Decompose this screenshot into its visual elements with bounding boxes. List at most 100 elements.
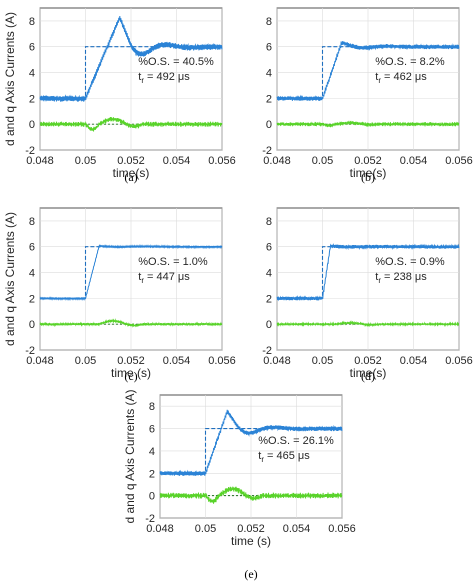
y-tick-label: 4 — [29, 268, 35, 280]
q-axis-current-line — [276, 41, 460, 101]
rise-time-subscript: r — [378, 276, 381, 285]
y-tick-label: 4 — [149, 446, 155, 458]
y-tick-label: 6 — [266, 42, 272, 54]
y-tick-label: 0 — [266, 119, 272, 131]
rise-time-subscript: r — [378, 76, 381, 85]
q-axis-current-line — [39, 244, 223, 302]
x-tick-label: 0.054 — [400, 155, 428, 167]
rise-time-annotation: tr = 238 μs — [375, 271, 427, 285]
x-tick-label: 0.048 — [26, 355, 54, 367]
x-tick-label: 0.054 — [163, 355, 191, 367]
x-tick-label: 0.056 — [208, 355, 236, 367]
rise-time-symbol: t — [258, 450, 261, 462]
rise-time-value: = 462 μs — [384, 71, 427, 83]
x-tick-label: 0.054 — [400, 355, 428, 367]
x-tick-label: 0.05 — [75, 155, 96, 167]
y-tick-label: 8 — [29, 216, 35, 228]
d-axis-current-line — [276, 120, 460, 128]
overshoot-annotation: %O.S. = 0.9% — [375, 256, 445, 268]
q-axis-current-line — [39, 15, 223, 102]
subplot-b: 0.048 0.05 0.052 0.054 0.056 -2 0 2 4 6 8 %O.S. = 8… — [262, 7, 473, 184]
x-axis-label: time (s) — [111, 366, 151, 380]
x-tick-label: 0.056 — [208, 155, 236, 167]
x-tick-label: 0.056 — [328, 523, 356, 535]
d-axis-current-line — [39, 318, 223, 328]
y-tick-label: 6 — [266, 242, 272, 254]
x-tick-label: 0.048 — [263, 355, 291, 367]
y-tick-label: 4 — [29, 68, 35, 80]
y-tick-label: 0 — [266, 319, 272, 331]
subplot-caption: (e) — [244, 567, 257, 581]
subplot-a: 0.048 0.05 0.052 0.054 0.056 -2 0 2 4 6 8 %O.S. = 4… — [3, 7, 236, 184]
overshoot-annotation: %O.S. = 1.0% — [138, 256, 208, 268]
rise-time-annotation: tr = 462 μs — [375, 71, 427, 85]
subplot-c: 0.048 0.05 0.052 0.054 0.056 -2 0 2 4 6 8 %O.S. = 1… — [3, 207, 236, 383]
y-tick-label: 8 — [266, 216, 272, 228]
x-tick-label: 0.056 — [445, 155, 473, 167]
y-tick-label: 6 — [29, 42, 35, 54]
x-axis-label: time(s) — [350, 366, 387, 380]
subplot-e: 0.048 0.05 0.052 0.054 0.056 -2 0 2 4 6 8 %O.S. = 2… — [123, 389, 356, 581]
d-axis-current-line — [159, 486, 343, 504]
y-tick-label: 0 — [29, 319, 35, 331]
overshoot-annotation: %O.S. = 40.5% — [138, 56, 214, 68]
y-tick-label: 6 — [149, 424, 155, 436]
rise-time-value: = 447 μs — [147, 271, 190, 283]
y-tick-label: -2 — [262, 145, 272, 157]
x-tick-label: 0.052 — [354, 355, 382, 367]
rise-time-annotation: tr = 447 μs — [138, 271, 190, 285]
rise-time-subscript: r — [141, 76, 144, 85]
subplot-caption: (b) — [361, 170, 375, 184]
x-tick-label: 0.048 — [146, 523, 174, 535]
rise-time-subscript: r — [261, 455, 264, 464]
y-tick-label: 4 — [266, 68, 272, 80]
y-tick-label: 2 — [266, 93, 272, 105]
rise-time-annotation: tr = 465 μs — [258, 450, 310, 464]
y-tick-label: -2 — [145, 513, 155, 525]
y-tick-label: 0 — [149, 491, 155, 503]
x-tick-label: 0.048 — [263, 155, 291, 167]
x-axis-label: time (s) — [231, 534, 271, 548]
y-tick-label: 8 — [29, 16, 35, 28]
d-axis-current-line — [276, 320, 460, 328]
y-tick-label: 8 — [266, 16, 272, 28]
x-tick-label: 0.054 — [163, 155, 191, 167]
overshoot-annotation: %O.S. = 8.2% — [375, 56, 445, 68]
x-axis-label: time(s) — [113, 166, 150, 180]
y-tick-label: 6 — [29, 242, 35, 254]
x-tick-label: 0.05 — [312, 155, 333, 167]
q-axis-current-line — [159, 409, 343, 476]
rise-time-symbol: t — [375, 271, 378, 283]
x-tick-label: 0.052 — [237, 523, 265, 535]
x-tick-label: 0.054 — [283, 523, 311, 535]
rise-time-symbol: t — [138, 71, 141, 83]
y-tick-label: 8 — [149, 401, 155, 413]
y-tick-label: -2 — [262, 345, 272, 357]
subplot-d: 0.048 0.05 0.052 0.054 0.056 -2 0 2 4 6 8 %O.S. = 0… — [262, 207, 473, 383]
y-axis-label: d and q Axis Currents (A) — [123, 389, 137, 523]
y-tick-label: 2 — [29, 293, 35, 305]
rise-time-symbol: t — [375, 71, 378, 83]
x-tick-label: 0.048 — [26, 155, 54, 167]
x-tick-label: 0.052 — [117, 155, 145, 167]
x-axis-label: time(s) — [350, 166, 387, 180]
y-tick-label: 2 — [29, 93, 35, 105]
rise-time-value: = 465 μs — [267, 450, 310, 462]
y-tick-label: 2 — [149, 468, 155, 480]
y-axis-label: d and q Axis Currents (A) — [3, 12, 17, 146]
y-axis-label: d and q Axis Currents (A) — [3, 212, 17, 346]
rise-time-symbol: t — [138, 271, 141, 283]
x-tick-label: 0.05 — [195, 523, 216, 535]
y-tick-label: 0 — [29, 119, 35, 131]
x-tick-label: 0.052 — [354, 155, 382, 167]
rise-time-subscript: r — [141, 276, 144, 285]
x-tick-label: 0.05 — [75, 355, 96, 367]
overshoot-annotation: %O.S. = 26.1% — [258, 435, 334, 447]
rise-time-value: = 238 μs — [384, 271, 427, 283]
x-tick-label: 0.052 — [117, 355, 145, 367]
subplot-caption: (a) — [124, 170, 137, 184]
subplot-caption: (c) — [124, 369, 137, 383]
y-tick-label: 2 — [266, 293, 272, 305]
x-tick-label: 0.056 — [445, 355, 473, 367]
